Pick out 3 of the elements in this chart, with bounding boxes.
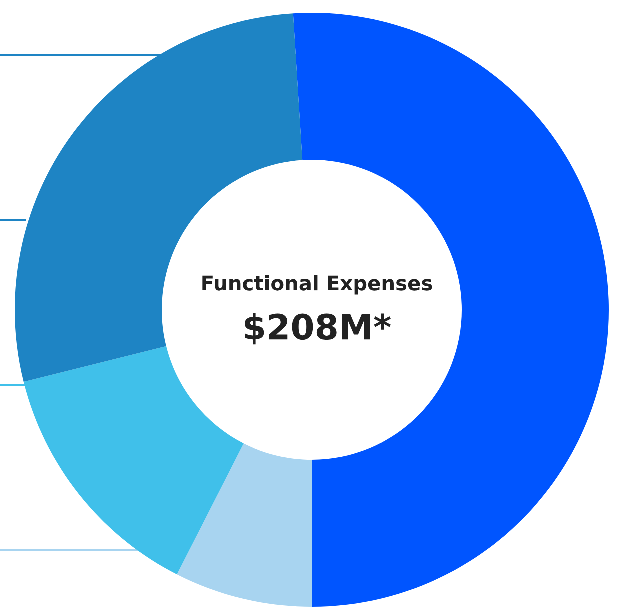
text: Functional Expenses [202, 275, 432, 295]
text: $208M* [245, 313, 391, 345]
donut-slice [177, 444, 312, 607]
